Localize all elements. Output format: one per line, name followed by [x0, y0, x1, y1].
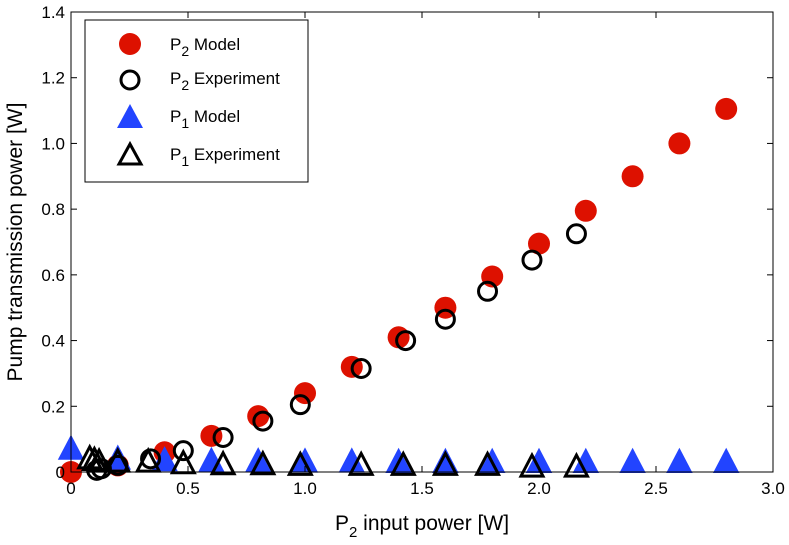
y-tick-label: 0 — [56, 463, 65, 482]
legend-entry-p2-model: P2 Model — [119, 33, 240, 59]
data-point-p1-experiment — [134, 446, 162, 473]
data-point-p2-experiment — [140, 448, 162, 470]
data-point-p2-experiment — [252, 410, 274, 432]
x-axis-label-base: P — [335, 512, 349, 535]
x-tick-label: 0.5 — [176, 479, 200, 498]
tick-layer: 0 0.5 1.0 1.5 2.0 2.5 3.0 0 0.2 0.4 0.6 0.8 1.0 1.2 1.… — [41, 3, 784, 498]
x-tick-label: 0 — [66, 479, 75, 498]
y-tick-label: 0.6 — [41, 266, 65, 285]
data-point-p2-model — [668, 132, 691, 155]
data-point-p1-experiment — [286, 450, 314, 476]
data-point-p2-model — [294, 382, 316, 405]
data-point-p2-experiment — [350, 358, 372, 379]
data-point-p2-experiment — [565, 223, 587, 245]
data-point-p2-experiment — [172, 440, 194, 462]
y-tick-label: 0.4 — [41, 332, 65, 351]
data-point-p2-model — [247, 405, 270, 428]
legend-marker-triangle-open — [116, 140, 144, 166]
x-tick-label: 2.0 — [527, 479, 551, 498]
data-point-p1-experiment — [85, 446, 113, 473]
data-point-p1-experiment — [431, 450, 459, 476]
data-point-p2-experiment — [395, 330, 417, 352]
data-point-p2-experiment — [521, 249, 543, 271]
legend-label-p2-model: P2 Model — [170, 35, 240, 59]
data-point-p1-model — [666, 447, 693, 473]
data-point-p2-model — [528, 232, 550, 255]
legend-entry-p2-experiment: P2 Experiment — [119, 69, 280, 93]
data-point-p1-experiment — [80, 445, 108, 471]
x-tick-label: 3.0 — [761, 479, 785, 498]
x-axis-label-sub: 2 — [349, 524, 357, 541]
x-tick-label: 2.5 — [644, 479, 668, 498]
legend-entry-p1-experiment: P1 Experiment — [116, 140, 280, 169]
data-point-p2-model — [715, 97, 738, 120]
y-tick-label: 1.4 — [41, 3, 65, 22]
legend-marker-circle-filled — [119, 33, 141, 55]
data-point-p1-experiment — [249, 449, 277, 476]
y-tick-label: 1.0 — [41, 134, 65, 153]
y-tick-label: 1.2 — [41, 69, 65, 88]
x-tick-label: 1.5 — [410, 479, 434, 498]
data-point-p1-experiment — [347, 450, 375, 476]
legend-label-p2-experiment: P2 Experiment — [170, 69, 280, 93]
legend-label-p1-experiment: P1 Experiment — [170, 145, 280, 169]
y-tick-label: 0.2 — [41, 397, 65, 416]
data-point-p1-experiment — [474, 450, 501, 476]
data-point-p2-experiment — [434, 308, 456, 330]
data-point-p1-experiment — [389, 450, 417, 476]
data-point-p1-model — [572, 447, 599, 473]
data-point-p2-experiment — [289, 394, 311, 416]
legend: P2 Model P2 Experiment P1 Model P1 Exper… — [84, 19, 309, 183]
series-p1-experiment — [76, 443, 590, 478]
data-point-p1-experiment — [209, 449, 237, 476]
data-point-p2-experiment — [477, 280, 499, 302]
data-point-p1-experiment — [518, 451, 546, 478]
y-tick-label: 0.8 — [41, 200, 65, 219]
data-point-p2-model — [574, 199, 597, 222]
legend-entry-p1-model: P1 Model — [117, 104, 240, 131]
x-axis-label: P2 input power [W] — [335, 512, 509, 541]
legend-label-p1-model: P1 Model — [170, 107, 240, 131]
data-point-p1-model — [338, 447, 365, 473]
x-axis-label-rest: input power [W] — [357, 512, 509, 535]
data-point-p1-experiment — [562, 451, 590, 478]
data-point-p1-experiment — [169, 448, 197, 475]
data-point-p1-model — [713, 447, 740, 473]
data-point-p2-experiment — [212, 427, 234, 448]
data-point-p1-model — [525, 447, 553, 473]
x-tick-label: 1.0 — [293, 479, 317, 498]
marks-layer — [57, 97, 740, 483]
data-point-p1-experiment — [104, 446, 132, 473]
y-axis-label: Pump transmission power [W] — [4, 103, 27, 382]
data-point-p1-model — [619, 447, 646, 473]
data-point-p2-model — [621, 165, 644, 188]
legend-marker-triangle-filled — [117, 104, 143, 128]
legend-marker-circle-open — [119, 69, 141, 91]
